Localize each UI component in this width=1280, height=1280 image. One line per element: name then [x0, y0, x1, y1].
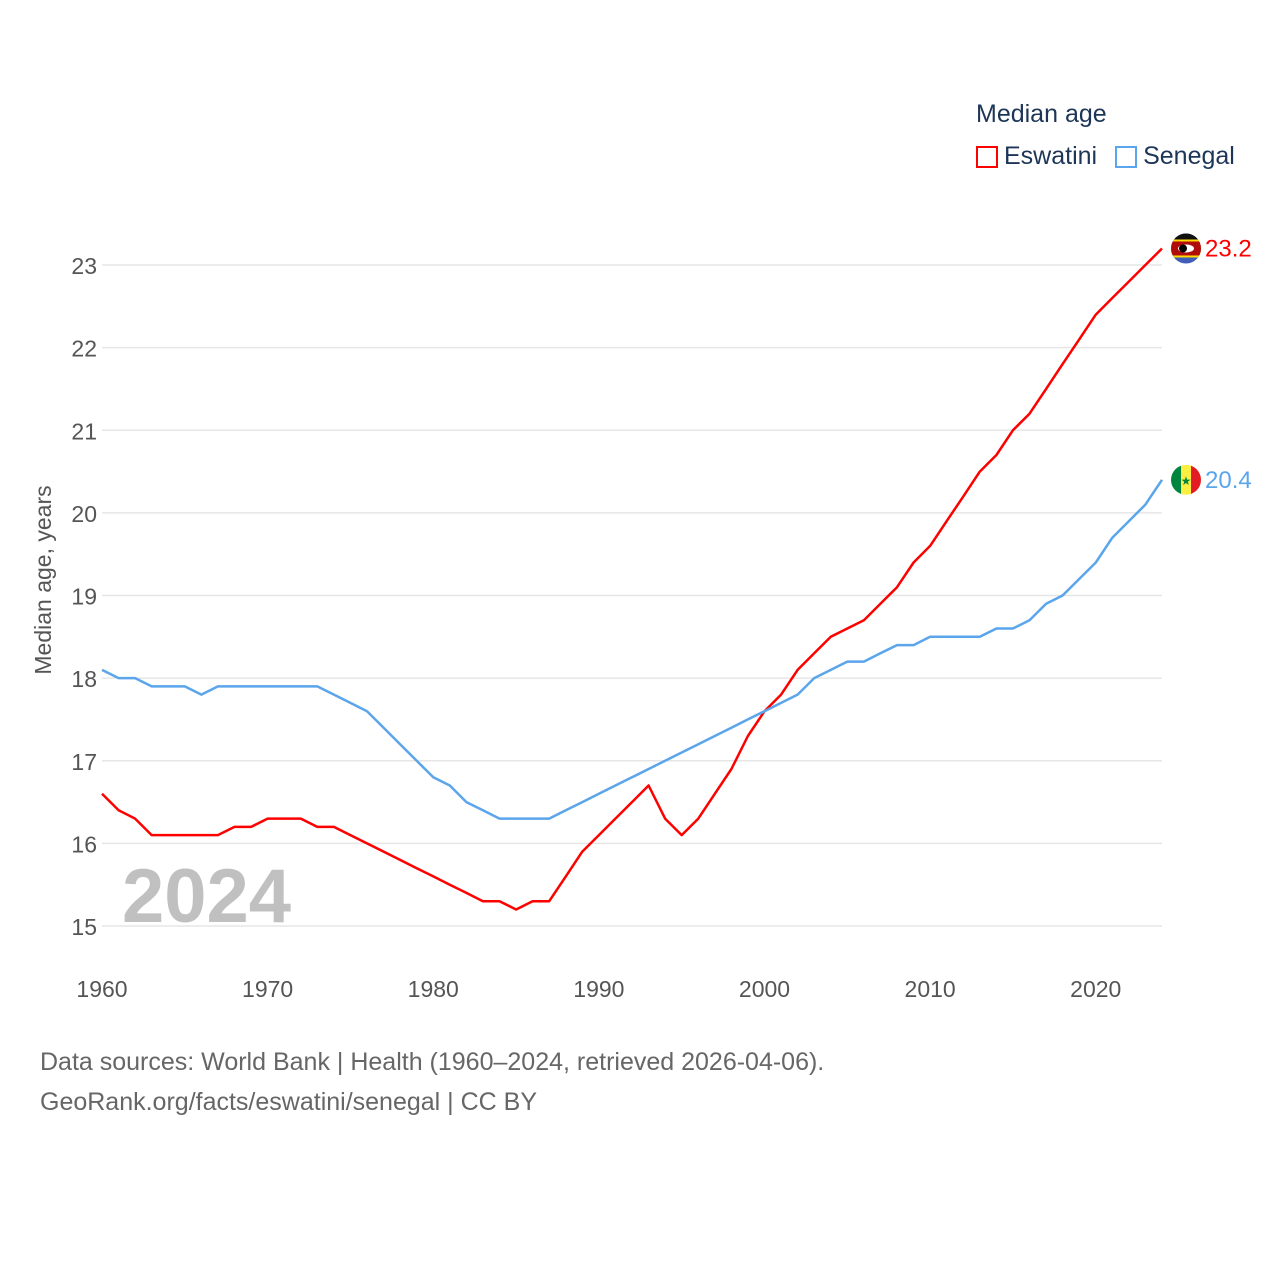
- flag-eswatini-icon: [1171, 233, 1201, 264]
- y-tick-label: 22: [71, 336, 97, 362]
- x-tick-label: 1990: [573, 976, 624, 1002]
- attribution-link[interactable]: GeoRank.org/facts/eswatini/senegal | CC …: [40, 1088, 538, 1116]
- x-tick-label: 2020: [1070, 976, 1121, 1002]
- flag-band: [1181, 464, 1191, 495]
- legend-item-eswatini[interactable]: Eswatini: [976, 142, 1097, 171]
- series-line-senegal: [101, 479, 1164, 820]
- legend: Eswatini Senegal: [976, 142, 1235, 171]
- y-tick-label: 19: [71, 584, 97, 610]
- flag-band: [1171, 233, 1201, 240]
- end-value-label: 23.2: [1205, 235, 1252, 262]
- y-tick-label: 20: [71, 501, 97, 527]
- flag-star: ★: [1181, 474, 1192, 488]
- flag-band: [1171, 464, 1181, 495]
- end-value-label: 20.4: [1205, 467, 1252, 494]
- legend-swatch-eswatini: [976, 145, 998, 168]
- y-tick-label: 21: [71, 418, 97, 444]
- x-tick-label: 2010: [905, 976, 956, 1002]
- x-tick-label: 1960: [76, 976, 127, 1002]
- series-line-eswatini: [101, 247, 1163, 911]
- flag-shield: [1179, 244, 1187, 253]
- year-watermark: 2024: [122, 854, 291, 939]
- y-tick-label: 15: [71, 914, 97, 940]
- flag-senegal-icon: ★: [1171, 464, 1201, 495]
- x-tick-label: 1980: [408, 976, 459, 1002]
- y-tick-label: 16: [71, 831, 97, 857]
- y-tick-label: 17: [71, 749, 97, 775]
- y-axis-label: Median age, years: [30, 485, 56, 674]
- data-sources-text: Data sources: World Bank | Health (1960–…: [40, 1048, 825, 1076]
- flag-band: [1191, 464, 1201, 495]
- legend-title: Median age: [976, 100, 1107, 128]
- y-tick-label: 18: [71, 666, 97, 692]
- legend-swatch-senegal: [1115, 145, 1138, 168]
- x-tick-label: 1970: [242, 976, 293, 1002]
- legend-label: Senegal: [1143, 142, 1235, 170]
- legend-item-senegal[interactable]: Senegal: [1115, 142, 1235, 171]
- flag-body: [1171, 233, 1201, 264]
- flag-body: ★: [1171, 464, 1201, 495]
- y-tick-label: 23: [71, 253, 97, 279]
- legend-label: Eswatini: [1004, 142, 1098, 170]
- x-tick-label: 2000: [739, 976, 790, 1002]
- footer: Data sources: World Bank | Health (1960–…: [40, 1042, 824, 1122]
